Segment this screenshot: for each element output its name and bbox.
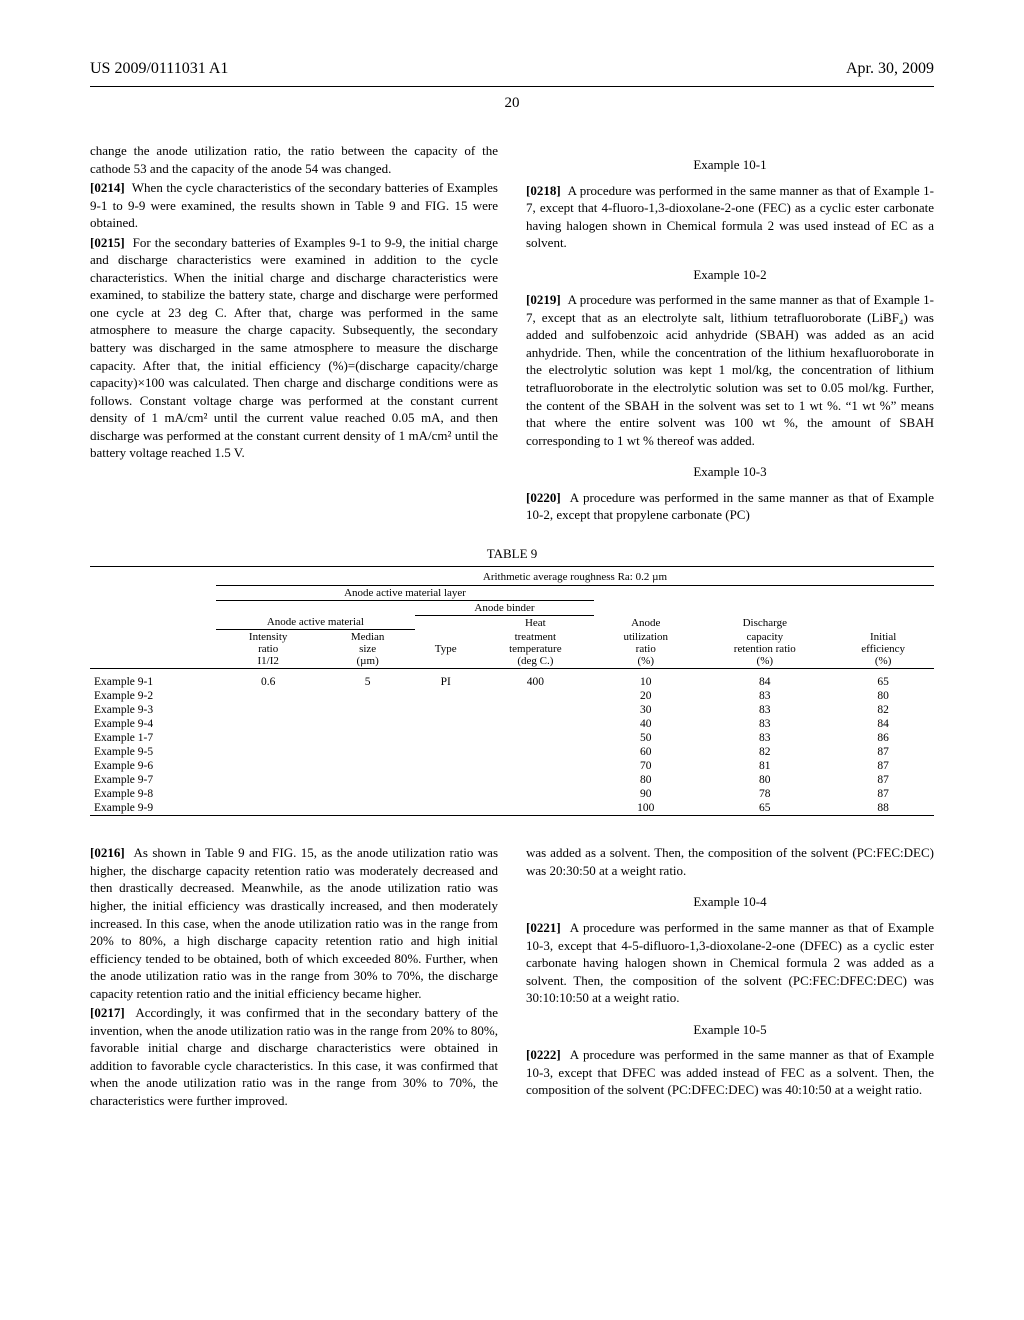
th-median: Mediansize(µm) <box>320 630 414 669</box>
p0214-label: [0214] <box>90 180 125 195</box>
th-heat: treatmenttemperature(deg C.) <box>477 630 595 669</box>
intro-paragraph: change the anode utilization ratio, the … <box>90 142 498 177</box>
p0221-text: A procedure was performed in the same ma… <box>526 920 934 1005</box>
th-anode-binder: Anode binder <box>415 600 594 615</box>
th-anodeutil: utilizationratio(%) <box>594 630 697 669</box>
table-row: Example 9-5608287 <box>90 745 934 759</box>
table9-body: Example 9-10.65PI400108465 Example 9-220… <box>90 675 934 820</box>
table-row: Example 9-91006588 <box>90 801 934 816</box>
th-intensity: IntensityratioI1/I2 <box>216 630 321 669</box>
p0219: [0219] A procedure was performed in the … <box>526 291 934 449</box>
p0217-label: [0217] <box>90 1005 125 1020</box>
th-anode-active-mat: Anode active material <box>216 615 415 630</box>
bottom-columns: [0216] As shown in Table 9 and FIG. 15, … <box>90 844 934 1111</box>
table-row: Example 9-7808087 <box>90 773 934 787</box>
p0220: [0220] A procedure was performed in the … <box>526 489 934 524</box>
ex104-heading: Example 10-4 <box>526 893 934 911</box>
table-row: Example 9-4408384 <box>90 717 934 731</box>
th-discharge: capacityretention ratio(%) <box>697 630 832 669</box>
page-header: US 2009/0111031 A1 Apr. 30, 2009 <box>90 60 934 78</box>
table-row: Example 9-10.65PI400108465 <box>90 675 934 689</box>
table9-caption: TABLE 9 <box>90 546 934 562</box>
p0215: [0215] For the secondary batteries of Ex… <box>90 234 498 462</box>
left-column-top: change the anode utilization ratio, the … <box>90 142 498 526</box>
ex102-heading: Example 10-2 <box>526 266 934 284</box>
right-column-bottom: was added as a solvent. Then, the compos… <box>526 844 934 1111</box>
p0215-text: For the secondary batteries of Examples … <box>90 235 498 461</box>
p0215-label: [0215] <box>90 235 125 250</box>
right-column-top: Example 10-1 [0218] A procedure was perf… <box>526 142 934 526</box>
p0217: [0217] Accordingly, it was confirmed tha… <box>90 1004 498 1109</box>
top-columns: change the anode utilization ratio, the … <box>90 142 934 526</box>
table-row: Example 9-3308382 <box>90 703 934 717</box>
p0218-label: [0218] <box>526 183 561 198</box>
ex103-heading: Example 10-3 <box>526 463 934 481</box>
th-type: Type <box>415 630 477 669</box>
p0220-cont: was added as a solvent. Then, the compos… <box>526 844 934 879</box>
p0214-text: When the cycle characteristics of the se… <box>90 180 498 230</box>
p0220-label: [0220] <box>526 490 561 505</box>
table9-container: TABLE 9 Arithmetic average roughness Ra:… <box>90 546 934 821</box>
table9-title: Arithmetic average roughness Ra: 0.2 µm <box>216 566 934 585</box>
table-row: Example 9-2208380 <box>90 689 934 703</box>
table-row: Example 9-6708187 <box>90 759 934 773</box>
p0221: [0221] A procedure was performed in the … <box>526 919 934 1007</box>
p0222-label: [0222] <box>526 1047 561 1062</box>
th-anode-layer: Anode active material layer <box>216 585 594 600</box>
th-disch-pre: Discharge <box>697 615 832 630</box>
p0219-label: [0219] <box>526 292 561 307</box>
p0216: [0216] As shown in Table 9 and FIG. 15, … <box>90 844 498 1002</box>
p0216-text: As shown in Table 9 and FIG. 15, as the … <box>90 845 498 1000</box>
ex105-heading: Example 10-5 <box>526 1021 934 1039</box>
left-column-bottom: [0216] As shown in Table 9 and FIG. 15, … <box>90 844 498 1111</box>
p0222: [0222] A procedure was performed in the … <box>526 1046 934 1099</box>
table-row: Example 1-7508386 <box>90 731 934 745</box>
p0218-text: A procedure was performed in the same ma… <box>526 183 934 251</box>
patent-date: Apr. 30, 2009 <box>846 60 934 78</box>
p0220-text: A procedure was performed in the same ma… <box>526 490 934 523</box>
table-row: Example 9-8907887 <box>90 787 934 801</box>
header-rule <box>90 86 934 87</box>
p0216-label: [0216] <box>90 845 125 860</box>
p0221-label: [0221] <box>526 920 561 935</box>
th-heat-pre: Heat <box>477 615 595 630</box>
th-initeff: Initialefficiency(%) <box>832 630 934 669</box>
table9: Arithmetic average roughness Ra: 0.2 µm … <box>90 566 934 821</box>
p0214: [0214] When the cycle characteristics of… <box>90 179 498 232</box>
p0219-text: A procedure was performed in the same ma… <box>526 292 934 447</box>
th-anode-pre: Anode <box>594 615 697 630</box>
ex101-heading: Example 10-1 <box>526 156 934 174</box>
p0218: [0218] A procedure was performed in the … <box>526 182 934 252</box>
page-number: 20 <box>90 95 934 112</box>
p0217-text: Accordingly, it was confirmed that in th… <box>90 1005 498 1108</box>
patent-id: US 2009/0111031 A1 <box>90 60 228 78</box>
p0222-text: A procedure was performed in the same ma… <box>526 1047 934 1097</box>
patent-page: US 2009/0111031 A1 Apr. 30, 2009 20 chan… <box>0 0 1024 1162</box>
